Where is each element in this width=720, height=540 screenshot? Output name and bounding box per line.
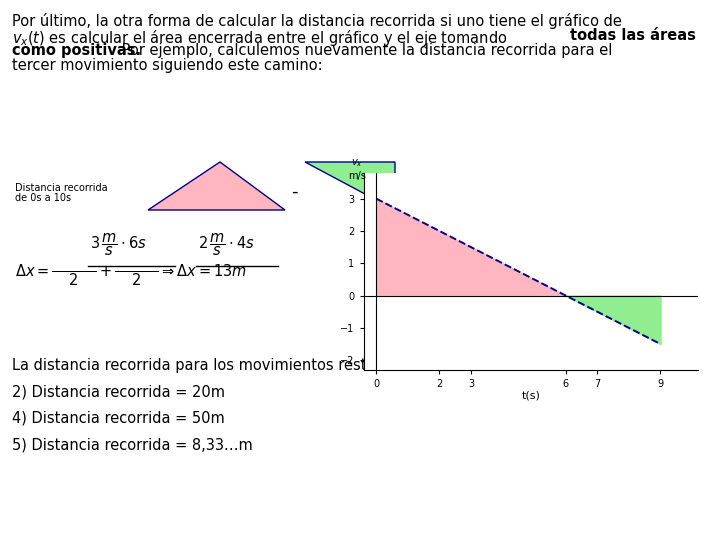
Text: tercer movimiento siguiendo este camino:: tercer movimiento siguiendo este camino:	[12, 58, 323, 73]
Text: La distancia recorrida para los movimientos restantes es:: La distancia recorrida para los movimien…	[12, 358, 433, 373]
Text: $\Delta x = \dfrac{\quad\quad\quad}{2} + \dfrac{\quad\quad\quad}{2} \Rightarrow : $\Delta x = \dfrac{\quad\quad\quad}{2} +…	[15, 262, 247, 288]
Text: Por último, la otra forma de calcular la distancia recorrida si uno tiene el grá: Por último, la otra forma de calcular la…	[12, 13, 622, 29]
Text: -: -	[291, 183, 297, 201]
Text: Distancia recorrida: Distancia recorrida	[15, 183, 107, 193]
Polygon shape	[148, 162, 285, 210]
X-axis label: t(s): t(s)	[521, 390, 541, 400]
Text: $v_x(t)$ es calcular el área encerrada entre el gráfico y el eje tomando: $v_x(t)$ es calcular el área encerrada e…	[12, 28, 508, 48]
Text: Por ejemplo, calculemos nuevamente la distancia recorrida para el: Por ejemplo, calculemos nuevamente la di…	[117, 43, 613, 58]
Text: como positivas.: como positivas.	[12, 43, 141, 58]
Text: todas las áreas: todas las áreas	[570, 28, 696, 43]
Text: 4) Distancia recorrida = 50m: 4) Distancia recorrida = 50m	[12, 411, 225, 426]
Text: $v_x$
m/s: $v_x$ m/s	[348, 158, 366, 181]
Text: $2\,\dfrac{m}{s}\cdot 4s$: $2\,\dfrac{m}{s}\cdot 4s$	[198, 232, 255, 258]
Text: 5) Distancia recorrida = 8,33…m: 5) Distancia recorrida = 8,33…m	[12, 437, 253, 452]
Polygon shape	[305, 162, 395, 210]
Text: de 0s a 10s: de 0s a 10s	[15, 193, 71, 203]
Text: 2) Distancia recorrida = 20m: 2) Distancia recorrida = 20m	[12, 384, 225, 400]
Text: $3\,\dfrac{m}{s}\cdot 6s$: $3\,\dfrac{m}{s}\cdot 6s$	[90, 232, 147, 258]
